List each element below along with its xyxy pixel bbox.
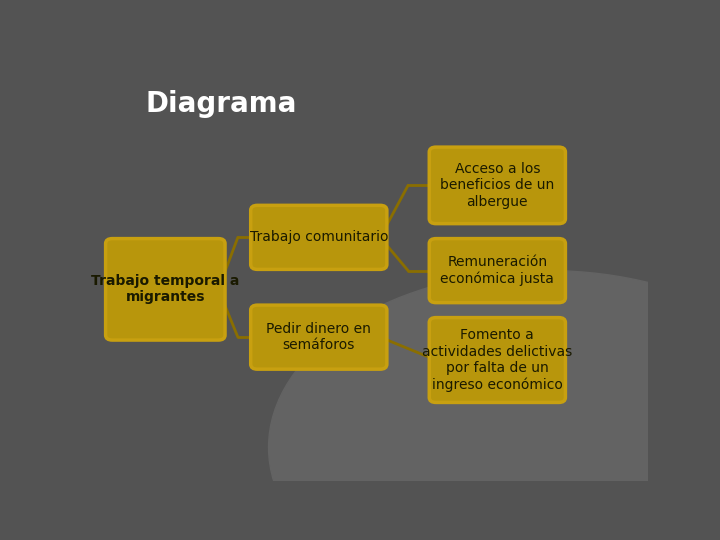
Text: Remuneración
económica justa: Remuneración económica justa [441, 255, 554, 286]
Text: Pedir dinero en
semáforos: Pedir dinero en semáforos [266, 322, 372, 352]
Text: Fomento a
actividades delictivas
por falta de un
ingreso económico: Fomento a actividades delictivas por fal… [422, 328, 572, 392]
FancyBboxPatch shape [251, 205, 387, 269]
FancyBboxPatch shape [251, 305, 387, 369]
Ellipse shape [269, 271, 720, 540]
Text: Diagrama: Diagrama [145, 90, 297, 118]
FancyBboxPatch shape [429, 318, 565, 402]
FancyBboxPatch shape [429, 147, 565, 224]
FancyBboxPatch shape [429, 239, 565, 302]
Text: Trabajo comunitario: Trabajo comunitario [250, 231, 388, 245]
Text: Trabajo temporal a
migrantes: Trabajo temporal a migrantes [91, 274, 240, 305]
FancyBboxPatch shape [106, 239, 225, 340]
Text: Acceso a los
beneficios de un
albergue: Acceso a los beneficios de un albergue [440, 162, 554, 208]
